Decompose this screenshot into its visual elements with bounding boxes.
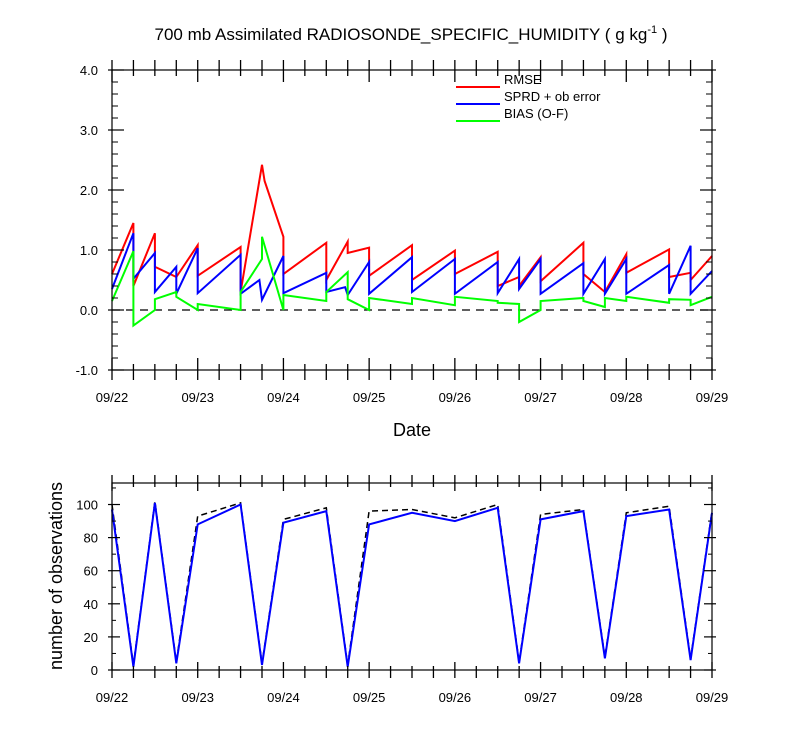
top-x-tick-label: 09/27 [524,390,557,405]
legend-label-2: BIAS (O-F) [504,106,568,121]
bottom-y-tick-label: 20 [84,630,98,645]
bottom-y-axis-label: number of observations [46,482,66,670]
bottom-series-group [111,501,713,667]
top-panel: 09/22 09/23 09/24 09/25 09/26 09/27 09/28 09/29… [76,60,729,440]
bottom-x-tick-label: 09/23 [181,690,214,705]
bottom-x-tick-label: 09/28 [610,690,643,705]
bottom-y-tick-label: 40 [84,597,98,612]
legend-label-1: SPRD + ob error [504,89,601,104]
bottom-x-tick-label: 09/26 [439,690,472,705]
top-x-tick-label: 09/22 [96,390,129,405]
bottom-y-tick-label: 80 [84,531,98,546]
top-y-tick-label: 0.0 [80,303,98,318]
top-axes: 09/22 09/23 09/24 09/25 09/26 09/27 09/28 09/29… [76,60,729,405]
bottom-panel: 09/22 09/23 09/24 09/25 09/26 09/27 09/28 09/29… [46,475,728,705]
top-y-tick-label: 3.0 [80,123,98,138]
top-x-tick-label: 09/29 [696,390,729,405]
bottom-x-tick-label: 09/25 [353,690,386,705]
bottom-axes: 09/22 09/23 09/24 09/25 09/26 09/27 09/28 09/29… [76,475,728,705]
top-plot-frame [111,69,713,371]
top-series-line-1 [111,232,713,304]
top-y-tick-label: 2.0 [80,183,98,198]
bottom-x-tick-label: 09/27 [524,690,557,705]
top-x-tick-label: 09/28 [610,390,643,405]
top-x-tick-label: 09/26 [439,390,472,405]
bottom-x-tick-label: 09/24 [267,690,300,705]
bottom-x-tick-label: 09/29 [696,690,729,705]
top-x-tick-label: 09/25 [353,390,386,405]
top-y-tick-label: 1.0 [80,243,98,258]
bottom-series-line-1 [111,502,713,667]
top-y-tick-label: 4.0 [80,63,98,78]
chart-title: 700 mb Assimilated RADIOSONDE_SPECIFIC_H… [155,24,668,44]
top-x-tick-label: 09/24 [267,390,300,405]
top-x-axis-label: Date [393,420,431,440]
top-series-line-2 [111,236,713,328]
bottom-y-tick-label: 0 [91,663,98,678]
top-legend: RMSE SPRD + ob error BIAS (O-F) [456,72,601,122]
bottom-plot-frame [111,482,713,671]
bottom-x-tick-label: 09/22 [96,690,129,705]
top-series-group [111,164,713,328]
bottom-y-tick-label: 100 [76,498,98,513]
top-x-tick-label: 09/23 [181,390,214,405]
bottom-series-line-0 [111,501,713,666]
legend-label-0: RMSE [504,72,542,87]
top-y-tick-label: -1.0 [76,363,98,378]
bottom-y-tick-label: 60 [84,564,98,579]
